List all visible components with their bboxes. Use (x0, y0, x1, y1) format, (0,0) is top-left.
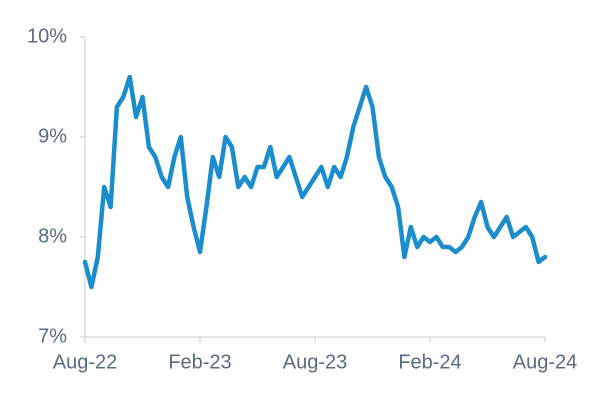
x-tick-label: Aug-23 (283, 351, 348, 373)
x-tick-label: Feb-24 (398, 351, 461, 373)
line (82, 74, 548, 290)
x-tick-label: Feb-23 (168, 351, 231, 373)
x-tick-label: Aug-22 (53, 351, 118, 373)
y-tick-label: 7% (38, 325, 67, 347)
x-tick-label: Aug-24 (513, 351, 578, 373)
y-tick-label: 10% (27, 25, 67, 47)
y-tick-label: 9% (38, 125, 67, 147)
y-tick-label: 8% (38, 225, 67, 247)
